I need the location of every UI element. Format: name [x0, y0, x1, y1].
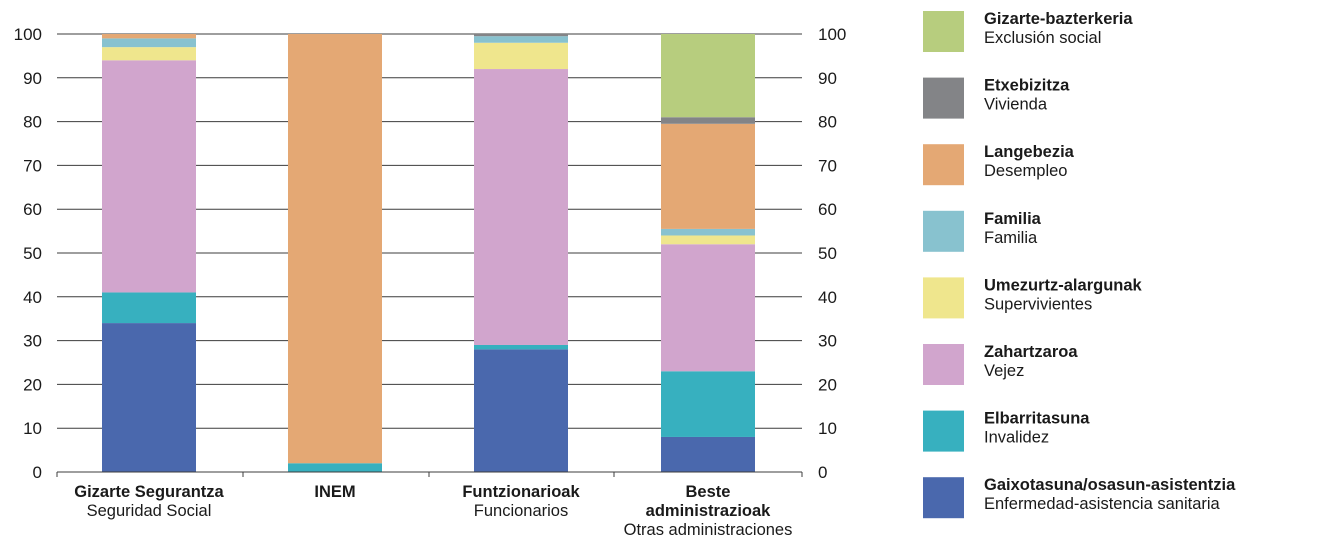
bar-segment [661, 371, 755, 437]
bar-segment [102, 38, 196, 48]
bar-segment [661, 244, 755, 372]
y-tick-label-right: 70 [818, 156, 837, 175]
legend-sublabel: Supervivientes [984, 295, 1092, 313]
bar-segment [661, 228, 755, 236]
category-label: Funtzionarioak [462, 483, 580, 501]
bar-segment [661, 436, 755, 472]
legend-swatch [923, 210, 964, 252]
y-tick-label-right: 40 [818, 288, 837, 307]
legend-swatch [923, 410, 964, 452]
legend-sublabel: Desempleo [984, 162, 1067, 180]
y-tick-label-left: 100 [14, 25, 42, 44]
bar-segment [288, 34, 382, 464]
legend-swatch [923, 277, 964, 319]
legend-swatch [923, 144, 964, 186]
y-tick-label-left: 40 [23, 288, 42, 307]
legend-sublabel: Familia [984, 229, 1038, 247]
legend-sublabel: Vivienda [984, 96, 1048, 114]
y-tick-label-left: 80 [23, 113, 42, 132]
y-tick-label-right: 30 [818, 332, 837, 351]
bar-segment [102, 292, 196, 324]
legend-sublabel: Exclusión social [984, 29, 1101, 47]
legend-swatch [923, 344, 964, 385]
left-y-tick-labels: 0 10 20 30 40 50 60 70 80 90 100 [14, 25, 42, 482]
legend-sublabel: Enfermedad-asistencia sanitaria [984, 495, 1221, 513]
bar-segment [474, 344, 568, 350]
legend-label: Umezurtz-alargunak [984, 276, 1143, 294]
y-tick-label-right: 100 [818, 25, 846, 44]
y-tick-label-left: 10 [23, 419, 42, 438]
bar-segment [474, 69, 568, 345]
y-tick-label-left: 90 [23, 69, 42, 88]
y-tick-label-left: 20 [23, 375, 42, 394]
y-tick-label-left: 60 [23, 200, 42, 219]
legend-label: Familia [984, 210, 1042, 228]
bar-segment [661, 235, 755, 245]
y-tick-label-right: 80 [818, 113, 837, 132]
category-label: Gizarte Segurantza [74, 483, 224, 501]
category-label: INEM [314, 483, 355, 501]
bar-segment [474, 34, 568, 37]
category-label: Beste [686, 483, 731, 501]
bar-segment [102, 60, 196, 293]
y-tick-label-right: 0 [818, 463, 827, 482]
bar-segment [288, 463, 382, 472]
category-label: administrazioak [646, 502, 772, 520]
bar-segment [661, 123, 755, 229]
y-tick-label-left: 70 [23, 156, 42, 175]
category-sublabel: Otras administraciones [624, 521, 793, 539]
legend-swatch [923, 11, 964, 52]
y-tick-label-right: 60 [818, 200, 837, 219]
legend-label: Etxebizitza [984, 77, 1070, 95]
legend-label: Langebezia [984, 143, 1075, 161]
y-tick-label-right: 10 [818, 419, 837, 438]
y-tick-label-left: 0 [33, 463, 42, 482]
y-tick-label-right: 20 [818, 375, 837, 394]
legend-label: Zahartzaroa [984, 343, 1078, 361]
bar-stacks [102, 34, 755, 472]
legend-swatch [923, 77, 964, 119]
legend-label: Gaixotasuna/osasun-asistentzia [984, 476, 1236, 494]
category-sublabel: Funcionarios [474, 502, 568, 520]
legend-sublabel: Vejez [984, 362, 1024, 380]
y-tick-label-right: 90 [818, 69, 837, 88]
legend-sublabel: Invalidez [984, 429, 1049, 447]
bar-segment [474, 36, 568, 43]
legend-swatch [923, 477, 964, 519]
right-y-tick-labels: 0 10 20 30 40 50 60 70 80 90 100 [818, 25, 846, 482]
bar-segment [102, 323, 196, 472]
bar-segment [102, 34, 196, 39]
legend-label: Gizarte-bazterkeria [984, 10, 1133, 28]
axes [56, 471, 803, 477]
y-tick-label-right: 50 [818, 244, 837, 263]
bar-segment [661, 117, 755, 124]
bar-segment [102, 47, 196, 61]
bar-segment [661, 34, 755, 118]
bar-segment [474, 349, 568, 472]
y-tick-label-left: 50 [23, 244, 42, 263]
category-sublabel: Seguridad Social [87, 502, 212, 520]
bar-segment [474, 42, 568, 70]
y-tick-label-left: 30 [23, 332, 42, 351]
legend-label: Elbarritasuna [984, 410, 1090, 428]
